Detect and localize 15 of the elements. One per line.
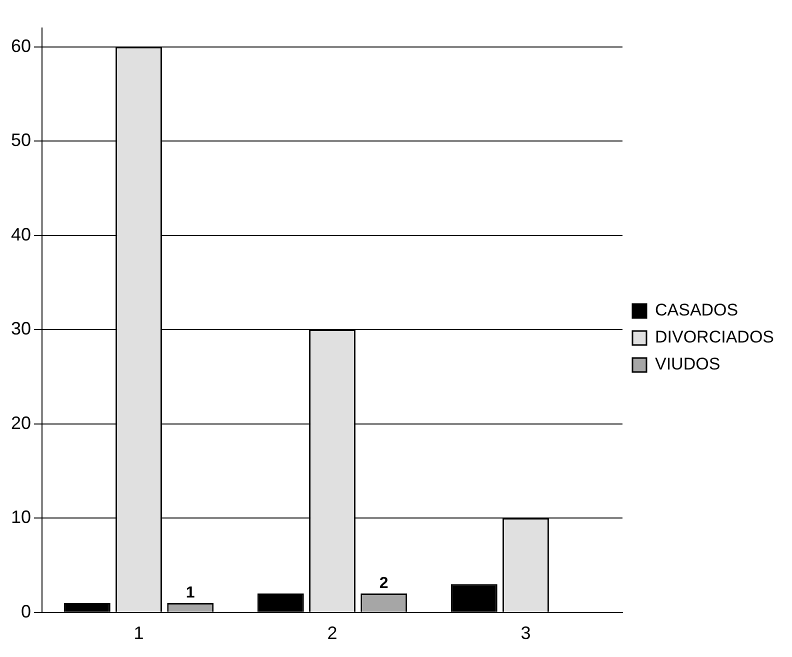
y-tick-label: 30 [10,318,32,339]
y-tick-label: 50 [10,130,32,150]
legend-label: CASADOS [654,300,738,320]
y-tick-label: 40 [10,224,32,244]
x-tick-label: 3 [520,623,531,644]
data-label: 2 [379,574,388,592]
y-tick-label: 20 [10,412,32,433]
data-label: 1 [186,584,195,602]
x-tick-label: 1 [134,623,144,644]
legend-label: DIVORCIADOS [654,328,774,347]
legend-label: VIUDOS [654,354,720,374]
y-tick-label: 60 [10,36,32,56]
x-tick-label: 2 [327,623,338,644]
y-tick-label: 0 [21,601,32,622]
y-tick-label: 10 [10,507,32,528]
